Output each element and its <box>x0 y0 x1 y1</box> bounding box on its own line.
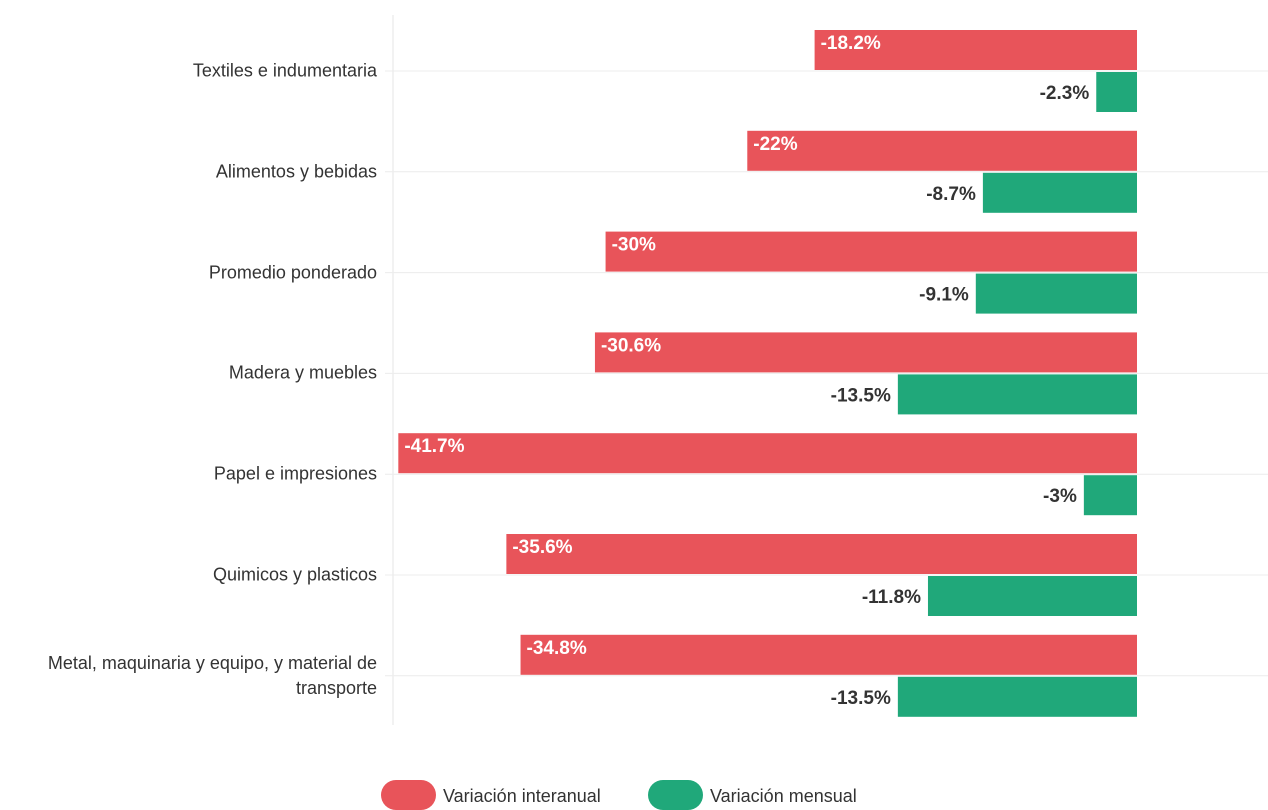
value-label: -2.3% <box>1040 83 1090 104</box>
legend-swatch <box>648 780 703 810</box>
legend-swatch <box>381 780 436 810</box>
value-label: -30% <box>612 235 656 256</box>
value-label: -22% <box>753 134 797 155</box>
bar <box>520 634 1137 675</box>
category-label: Promedio ponderado <box>208 262 377 283</box>
value-label: -34.8% <box>527 638 587 659</box>
legend-label: Variación interanual <box>443 786 601 806</box>
bar <box>927 576 1137 616</box>
bar <box>747 130 1137 171</box>
category-label: Papel e impresiones <box>213 463 377 484</box>
value-label: -13.5% <box>831 688 891 709</box>
legend-label: Variación mensual <box>710 786 857 806</box>
bar <box>1083 475 1137 516</box>
bar <box>605 231 1137 272</box>
bar <box>897 676 1137 717</box>
value-label: -9.1% <box>919 285 969 306</box>
bar <box>982 172 1137 213</box>
bar <box>814 30 1137 70</box>
category-label: Quimicos y plasticos <box>212 564 377 585</box>
bar <box>897 374 1137 415</box>
bar <box>398 433 1137 474</box>
value-label: -8.7% <box>926 184 976 205</box>
category-label: Alimentos y bebidas <box>215 161 377 182</box>
bar <box>506 534 1137 574</box>
value-label: -41.7% <box>404 436 464 457</box>
value-label: -30.6% <box>601 335 661 356</box>
bar <box>1096 72 1137 112</box>
bar <box>975 273 1137 314</box>
category-label: Metal, maquinaria y equipo, y material d… <box>47 652 377 698</box>
category-label: Textiles e indumentaria <box>192 60 377 81</box>
category-label: Madera y muebles <box>228 362 377 383</box>
value-label: -35.6% <box>512 537 572 558</box>
bar <box>594 332 1137 373</box>
value-label: -11.8% <box>862 587 921 608</box>
value-label: -3% <box>1043 486 1077 507</box>
value-label: -18.2% <box>821 33 881 54</box>
value-label: -13.5% <box>831 385 891 406</box>
